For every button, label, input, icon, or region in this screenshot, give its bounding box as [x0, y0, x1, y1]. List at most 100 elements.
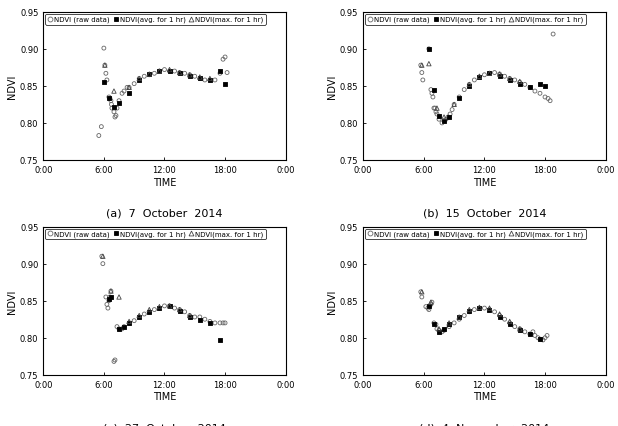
Point: [417, 63, 427, 69]
Point: [150, 71, 159, 78]
Point: [454, 316, 464, 323]
Point: [114, 294, 124, 301]
Point: [164, 69, 174, 75]
Point: [109, 89, 119, 95]
Point: [124, 320, 134, 327]
Point: [122, 85, 132, 92]
Point: [200, 78, 210, 84]
Point: [485, 305, 494, 312]
Text: (a)  7  October  2014: (a) 7 October 2014: [106, 208, 222, 218]
Point: [169, 305, 179, 312]
Point: [220, 82, 230, 89]
Point: [114, 325, 124, 332]
Point: [220, 55, 230, 61]
Point: [434, 117, 444, 124]
Point: [98, 261, 108, 268]
Point: [505, 318, 515, 325]
Point: [185, 312, 195, 319]
Point: [106, 98, 116, 105]
Point: [104, 298, 114, 305]
Point: [464, 306, 474, 313]
Point: [429, 320, 439, 327]
Point: [515, 81, 525, 88]
Point: [154, 305, 164, 312]
Point: [175, 306, 185, 313]
Point: [154, 305, 164, 312]
Point: [180, 309, 190, 316]
Text: (c)  27  October  2014: (c) 27 October 2014: [103, 422, 226, 426]
Point: [423, 305, 433, 312]
Point: [510, 323, 520, 330]
Point: [185, 72, 195, 79]
Point: [540, 94, 550, 101]
Point: [154, 69, 164, 75]
Point: [464, 309, 474, 316]
Point: [427, 299, 437, 306]
Point: [505, 76, 515, 83]
Point: [454, 314, 464, 321]
Point: [464, 83, 474, 90]
Point: [444, 321, 454, 328]
Point: [119, 323, 129, 330]
Point: [169, 69, 179, 75]
Point: [426, 301, 436, 308]
Point: [416, 289, 426, 296]
Point: [485, 71, 494, 78]
Point: [485, 306, 494, 313]
Point: [117, 325, 127, 332]
Point: [119, 323, 129, 330]
Y-axis label: NDVI: NDVI: [7, 75, 17, 99]
Point: [431, 109, 441, 116]
Point: [154, 303, 164, 310]
Point: [449, 102, 459, 109]
Point: [426, 299, 436, 306]
Point: [94, 133, 104, 140]
Point: [475, 305, 485, 312]
Point: [139, 311, 149, 318]
Point: [139, 74, 149, 81]
Point: [106, 288, 116, 295]
Point: [494, 72, 504, 78]
Point: [428, 94, 438, 101]
Point: [106, 294, 116, 301]
Point: [431, 321, 441, 328]
Point: [429, 87, 439, 94]
Point: [96, 124, 106, 131]
Point: [215, 71, 225, 78]
Point: [159, 67, 169, 74]
Point: [475, 75, 485, 81]
Point: [437, 328, 447, 335]
Point: [129, 81, 139, 88]
Point: [494, 311, 504, 318]
Point: [494, 72, 504, 78]
Point: [102, 78, 112, 84]
Y-axis label: NDVI: NDVI: [327, 289, 337, 313]
Point: [475, 304, 485, 311]
Point: [175, 306, 185, 313]
Point: [464, 82, 474, 89]
Point: [145, 306, 154, 313]
Point: [475, 74, 485, 81]
Point: [543, 96, 553, 103]
Point: [525, 331, 535, 338]
Point: [429, 106, 439, 112]
Point: [154, 69, 164, 75]
Point: [145, 72, 154, 78]
Point: [530, 89, 540, 95]
Point: [106, 102, 116, 109]
Point: [417, 289, 427, 296]
Point: [459, 87, 469, 94]
Point: [426, 87, 436, 94]
Point: [112, 323, 122, 330]
Point: [535, 336, 545, 343]
Point: [454, 96, 464, 103]
Point: [205, 320, 215, 327]
Point: [220, 320, 230, 327]
Point: [129, 317, 139, 324]
Point: [190, 314, 200, 321]
X-axis label: TIME: TIME: [153, 177, 176, 187]
Point: [103, 305, 113, 312]
Point: [475, 75, 485, 81]
Point: [195, 76, 205, 83]
Point: [525, 85, 535, 92]
